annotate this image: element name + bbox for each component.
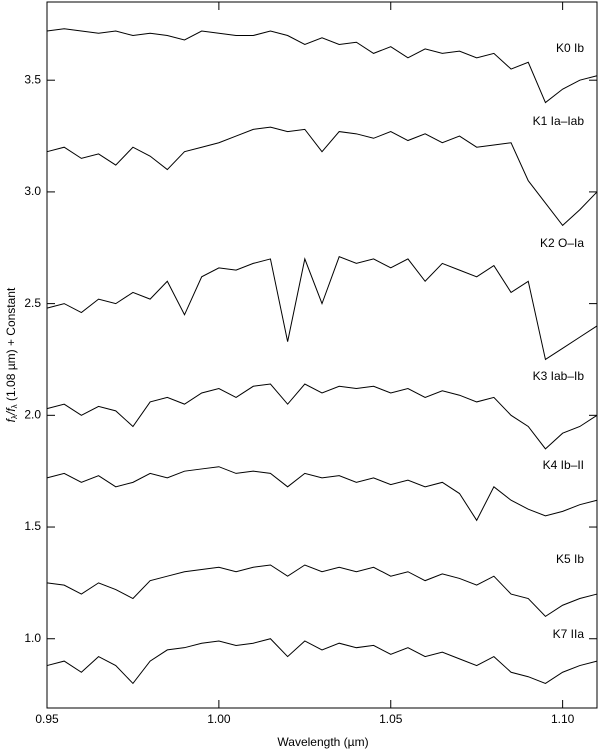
spectrum-label: K0 Ib	[556, 41, 584, 55]
spectrum-label: K4 Ib–II	[543, 458, 584, 472]
x-tick-label: 0.95	[35, 712, 59, 726]
x-tick-label: 1.05	[379, 712, 403, 726]
y-label-part: /f	[4, 407, 18, 416]
x-tick-label: 1.00	[207, 712, 231, 726]
y-label-sub: λ	[10, 415, 19, 419]
spectrum-line	[46, 28, 598, 104]
y-tick-label: 2.0	[24, 407, 41, 421]
spectrum-line	[46, 466, 598, 522]
y-tick-label: 1.0	[24, 631, 41, 645]
spectrum-label: K3 Iab–Ib	[533, 369, 585, 383]
y-tick-label: 1.5	[24, 519, 41, 533]
y-tick-label: 2.5	[24, 296, 41, 310]
spectrum-line	[46, 383, 598, 450]
plot-frame	[46, 1, 598, 709]
y-label-part: f	[4, 417, 18, 422]
spectrum-label: K2 O–Ia	[540, 236, 584, 250]
spectrum-label: K7 IIa	[553, 627, 585, 641]
y-label-sub: λ	[10, 404, 19, 408]
y-axis-label: fλ/fλ (1.08 µm) + Constant	[4, 287, 19, 422]
spectrum-line	[46, 256, 598, 361]
spectrum-line	[46, 638, 598, 685]
spectrum-label: K1 Ia–Iab	[533, 114, 585, 128]
spectrum-line	[46, 126, 598, 227]
x-tick-label: 1.10	[551, 712, 575, 726]
spectrum-label: K5 Ib	[556, 552, 584, 566]
y-tick-label: 3.5	[24, 72, 41, 86]
spectrum-line	[46, 564, 598, 618]
y-label-part: (1.08 µm) + Constant	[4, 287, 18, 404]
x-axis-label: Wavelength (µm)	[277, 735, 368, 749]
y-tick-label: 3.0	[24, 184, 41, 198]
